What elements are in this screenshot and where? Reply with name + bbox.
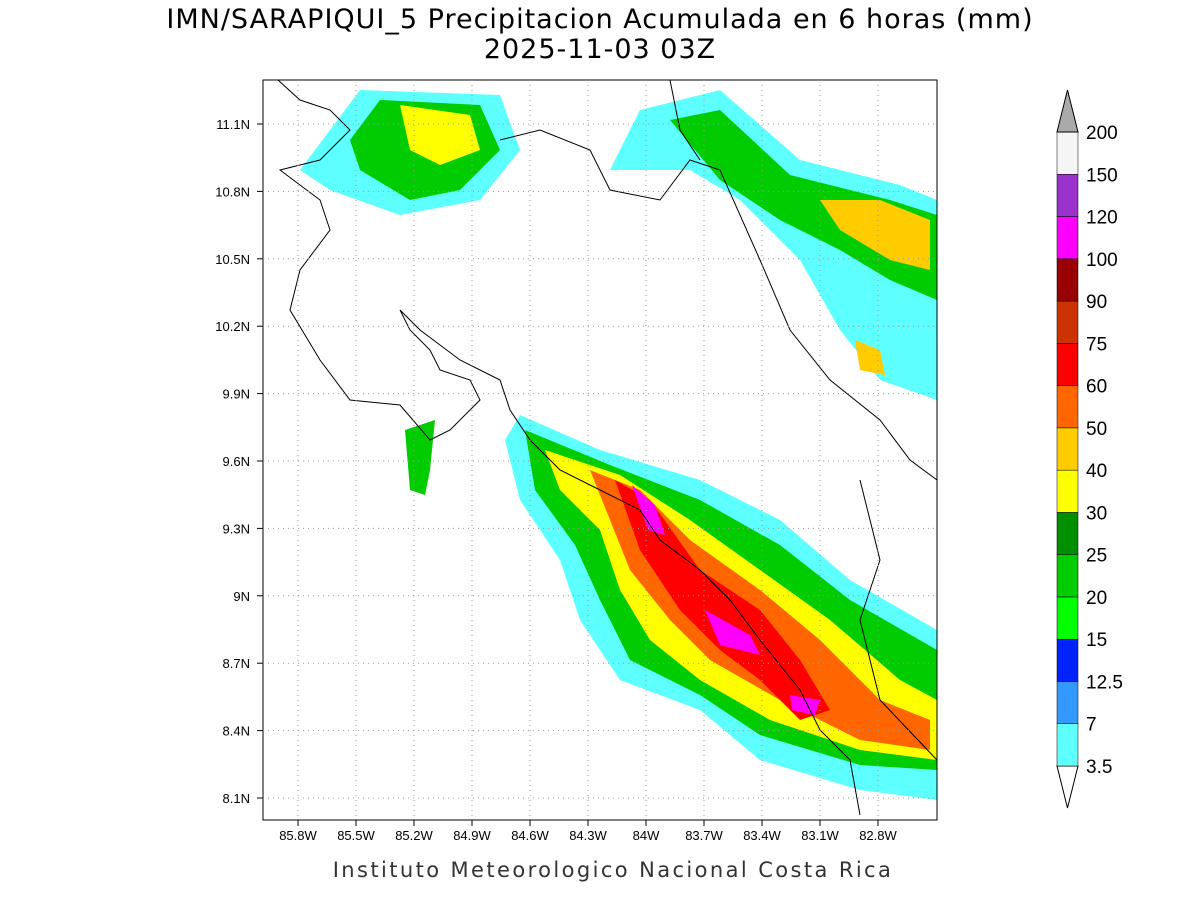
lon-label: 85.5W bbox=[337, 828, 375, 843]
colorbar-segment bbox=[1056, 216, 1079, 260]
colorbar-label: 25 bbox=[1086, 546, 1107, 567]
colorbar-label: 15 bbox=[1086, 630, 1107, 651]
lat-label: 8.4N bbox=[223, 724, 250, 739]
colorbar-under bbox=[1056, 765, 1079, 809]
title: IMN/SARAPIQUI_5 Precipitacion Acumulada … bbox=[166, 4, 1033, 35]
lon-label: 84.6W bbox=[511, 828, 549, 843]
lat-label: 9.3N bbox=[223, 521, 250, 536]
colorbar-segment bbox=[1056, 723, 1079, 767]
colorbar-segment bbox=[1056, 554, 1079, 598]
lat-label: 9.9N bbox=[223, 387, 250, 402]
colorbar-segment bbox=[1056, 469, 1079, 513]
colorbar-segment bbox=[1056, 131, 1079, 175]
colorbar-label: 7 bbox=[1086, 715, 1097, 736]
colorbar-label: 30 bbox=[1086, 503, 1107, 524]
lon-label: 82.8W bbox=[859, 828, 897, 843]
lat-label: 10.5N bbox=[215, 252, 250, 267]
colorbar-label: 100 bbox=[1086, 250, 1118, 271]
colorbar-segment bbox=[1056, 638, 1079, 682]
lat-label: 9N bbox=[233, 589, 250, 604]
colorbar-label: 120 bbox=[1086, 208, 1118, 229]
colorbar-label: 150 bbox=[1086, 165, 1118, 186]
lon-label: 84.9W bbox=[453, 828, 491, 843]
colorbar-label: 3.5 bbox=[1086, 757, 1112, 778]
colorbar-label: 60 bbox=[1086, 377, 1107, 398]
colorbar-segment bbox=[1056, 681, 1079, 724]
lat-label: 8.7N bbox=[223, 656, 250, 671]
lat-label: 10.2N bbox=[215, 319, 250, 334]
colorbar-over bbox=[1056, 89, 1079, 133]
colorbar-segment bbox=[1056, 300, 1079, 344]
colorbar-label: 75 bbox=[1086, 334, 1107, 355]
colorbar-segment bbox=[1056, 174, 1079, 217]
colorbar-label: 12.5 bbox=[1086, 672, 1123, 693]
precip-field bbox=[300, 90, 937, 800]
lon-label: 83.4W bbox=[743, 828, 781, 843]
lon-label: 84.3W bbox=[569, 828, 607, 843]
colorbar-label: 40 bbox=[1086, 461, 1107, 482]
lat-label: 9.6N bbox=[223, 454, 250, 469]
colorbar-segment bbox=[1056, 258, 1079, 302]
colorbar-segment bbox=[1056, 385, 1079, 429]
lon-label: 84W bbox=[633, 828, 660, 843]
credit: Instituto Meteorologico Nacional Costa R… bbox=[333, 858, 894, 882]
subtitle: 2025-11-03 03Z bbox=[484, 34, 716, 65]
lat-label: 8.1N bbox=[223, 791, 250, 806]
colorbar-segment bbox=[1056, 343, 1079, 386]
colorbar-label: 20 bbox=[1086, 588, 1107, 609]
lon-label: 83.1W bbox=[801, 828, 839, 843]
colorbar-segment bbox=[1056, 596, 1079, 640]
lat-label: 10.8N bbox=[215, 184, 250, 199]
lon-label: 85.2W bbox=[395, 828, 433, 843]
colorbar-segment bbox=[1056, 512, 1079, 555]
colorbar-label: 90 bbox=[1086, 292, 1107, 313]
lon-label: 85.8W bbox=[279, 828, 317, 843]
colorbar-label: 50 bbox=[1086, 419, 1107, 440]
lon-label: 83.7W bbox=[685, 828, 723, 843]
colorbar-segment bbox=[1056, 427, 1079, 471]
map-frame bbox=[262, 79, 938, 821]
lat-label: 11.1N bbox=[216, 117, 250, 132]
colorbar-label: 200 bbox=[1086, 123, 1118, 144]
coastline bbox=[277, 80, 937, 816]
